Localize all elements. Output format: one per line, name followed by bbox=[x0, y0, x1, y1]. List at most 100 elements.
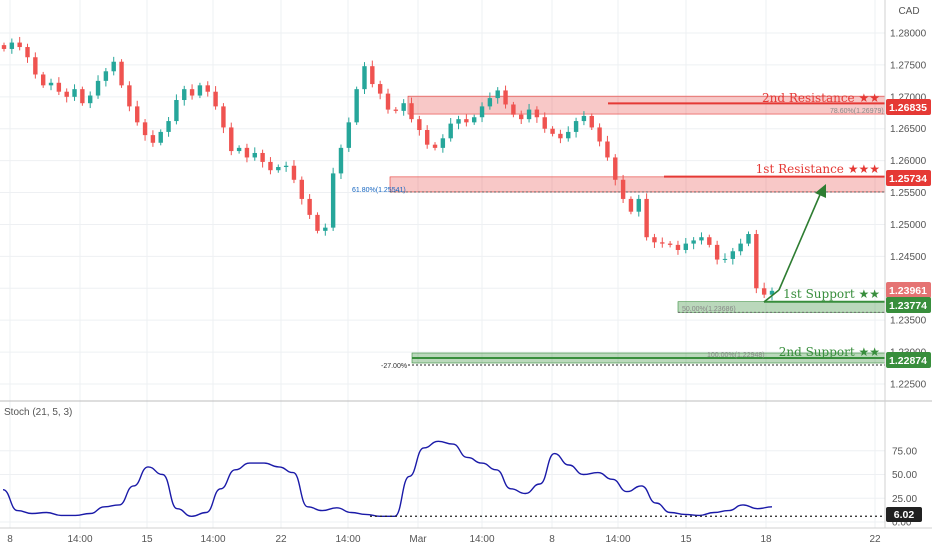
candle-body bbox=[244, 147, 250, 158]
candle-body bbox=[182, 89, 187, 101]
price-tick-label: 1.28000 bbox=[890, 29, 927, 40]
candle-body bbox=[315, 214, 320, 231]
candle-body bbox=[401, 103, 406, 111]
candle-body bbox=[691, 240, 696, 244]
candle-body bbox=[252, 152, 257, 158]
candle-body bbox=[613, 157, 618, 180]
resistance-1-label: 1st Resistance ★★★ bbox=[756, 162, 880, 176]
price-tick-label: 1.25500 bbox=[890, 188, 927, 199]
candle-body bbox=[283, 165, 289, 168]
fib-618-label: 61.80%(1.25541) bbox=[352, 187, 406, 194]
candle-body bbox=[495, 90, 500, 99]
candle-body bbox=[330, 173, 336, 228]
candle-body bbox=[95, 80, 101, 96]
candle-body bbox=[158, 131, 163, 143]
currency-label: CAD bbox=[898, 6, 919, 17]
candle-body bbox=[25, 47, 30, 58]
current-price-badge bbox=[886, 282, 931, 298]
candle-body bbox=[456, 119, 461, 124]
candle-body bbox=[605, 141, 610, 158]
time-axis[interactable]: 8 14:00 15 14:00 22 14:00 Mar 14:00 8 14:00 15 18 22 bbox=[7, 534, 881, 545]
candle-body bbox=[174, 100, 179, 122]
level-labels: 2nd Resistance ★★ 1st Resistance ★★★ 1st… bbox=[756, 91, 880, 359]
price-tick-label: 1.26500 bbox=[890, 124, 927, 135]
candle-body bbox=[56, 82, 62, 92]
candle-body bbox=[417, 119, 422, 131]
current-price-value: 1.23961 bbox=[889, 285, 927, 297]
chart-grid bbox=[0, 0, 885, 528]
candle-body bbox=[299, 179, 304, 199]
stoch-tick-label: 0.00 bbox=[892, 518, 912, 529]
candle-body bbox=[754, 234, 759, 289]
fib-50-label: 50.00%(1.23686) bbox=[682, 306, 736, 313]
candle-body bbox=[370, 66, 375, 85]
time-tick-label: 14:00 bbox=[67, 534, 92, 545]
candle-body bbox=[714, 244, 720, 260]
support-2-badge bbox=[886, 352, 931, 368]
candle-body bbox=[103, 71, 109, 81]
candle-body bbox=[769, 290, 775, 295]
resistance-1-badge bbox=[886, 170, 931, 186]
candle-body bbox=[338, 147, 344, 174]
price-tick-label: 1.25000 bbox=[890, 220, 927, 231]
candle-body bbox=[722, 258, 728, 260]
candle-body bbox=[385, 93, 391, 110]
candle-body bbox=[542, 117, 547, 129]
fib-78-label: 78.60%(1.26979) bbox=[830, 108, 884, 115]
time-tick-label: 14:00 bbox=[335, 534, 360, 545]
candle-body bbox=[197, 85, 203, 96]
candle-body bbox=[738, 243, 743, 252]
candle-body bbox=[667, 243, 673, 245]
support-1-value: 1.23774 bbox=[889, 300, 927, 312]
candle-body bbox=[550, 128, 555, 134]
candle-body bbox=[566, 131, 571, 139]
candle-body bbox=[229, 127, 234, 152]
candle-body bbox=[472, 117, 477, 123]
candlestick-series bbox=[1, 36, 775, 301]
candle-body bbox=[80, 89, 85, 104]
candle-body bbox=[127, 85, 132, 107]
resistance-2-badge bbox=[886, 99, 931, 115]
resistance-2-value: 1.26835 bbox=[889, 102, 927, 114]
candle-body bbox=[72, 89, 77, 97]
support-2-label: 2nd Support ★★ bbox=[779, 345, 880, 359]
candle-body bbox=[675, 244, 681, 250]
fib-100-label: 100.00%(1.22948) bbox=[707, 352, 765, 359]
price-badges: 1.26835 1.25734 1.23961 1.23774 1.22874 … bbox=[886, 99, 931, 522]
candle-body bbox=[323, 227, 328, 231]
candle-body bbox=[432, 144, 438, 148]
candle-body bbox=[346, 122, 352, 148]
stoch-line bbox=[2, 440, 773, 518]
support-1-badge bbox=[886, 297, 931, 313]
candle-body bbox=[393, 109, 399, 111]
candle-body bbox=[573, 121, 579, 132]
candle-body bbox=[487, 98, 493, 107]
candle-body bbox=[205, 85, 210, 92]
stoch-tick-label: 75.00 bbox=[892, 446, 917, 457]
candle-body bbox=[448, 123, 453, 139]
stoch-tick-label: 50.00 bbox=[892, 470, 917, 481]
time-tick-label: 22 bbox=[869, 534, 881, 545]
stochastic-panel bbox=[2, 440, 885, 518]
candle-body bbox=[64, 91, 69, 97]
candle-body bbox=[464, 119, 469, 123]
candle-body bbox=[48, 82, 54, 86]
candle-body bbox=[652, 237, 657, 243]
candle-body bbox=[628, 198, 634, 212]
time-tick-label: 18 bbox=[760, 534, 772, 545]
candle-body bbox=[644, 198, 649, 238]
resistance-2-label: 2nd Resistance ★★ bbox=[762, 91, 880, 105]
candle-body bbox=[213, 91, 218, 107]
candle-body bbox=[558, 133, 563, 139]
resistance-1-value: 1.25734 bbox=[889, 173, 927, 185]
stoch-title: Stoch (21, 5, 3) bbox=[4, 407, 72, 418]
time-tick-label: Mar bbox=[409, 534, 427, 545]
support-1-label: 1st Support ★★ bbox=[783, 287, 880, 301]
stoch-tick-label: 25.00 bbox=[892, 494, 917, 505]
price-tick-label: 1.26000 bbox=[890, 156, 927, 167]
candle-body bbox=[746, 234, 751, 244]
time-tick-label: 14:00 bbox=[469, 534, 494, 545]
candle-body bbox=[135, 106, 140, 123]
candle-body bbox=[589, 115, 594, 128]
